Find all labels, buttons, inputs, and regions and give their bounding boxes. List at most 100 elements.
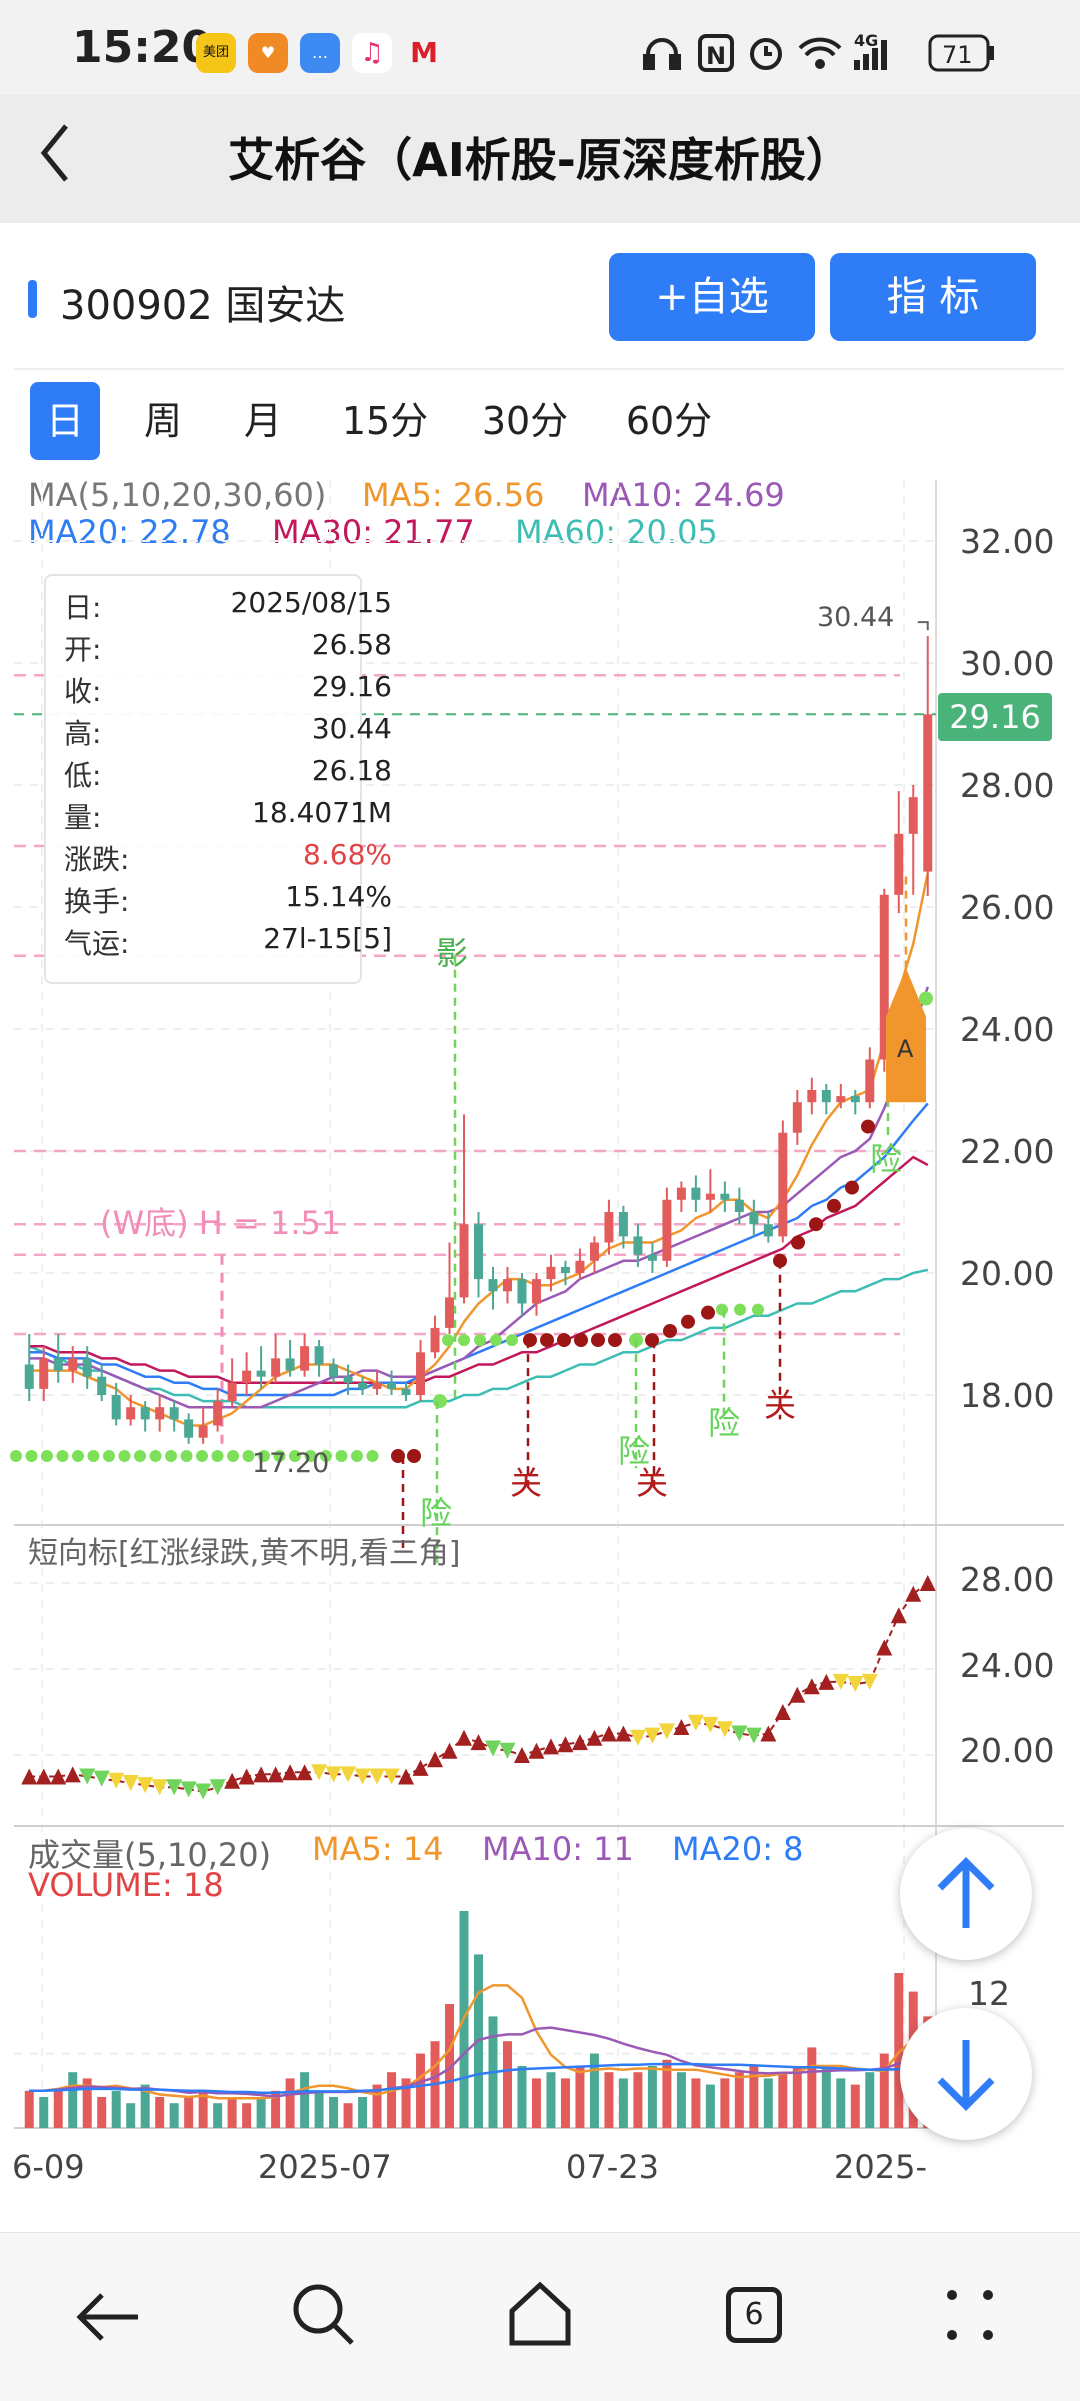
ma10-line (29, 986, 929, 1409)
signal-dot (335, 1450, 348, 1462)
signal-dot (645, 1333, 659, 1348)
volume-bar (894, 1973, 904, 2128)
indicator-triangle (369, 1768, 386, 1785)
signal-dot (72, 1450, 84, 1462)
volume-bar (227, 2097, 237, 2128)
stock-accent-bar (28, 280, 37, 318)
signal-dot (919, 991, 933, 1006)
scroll-down-button[interactable] (900, 2008, 1032, 2140)
candle (502, 1266, 512, 1304)
candle-body (68, 1358, 78, 1371)
indicator-triangle (441, 1742, 458, 1759)
search-icon[interactable] (288, 2279, 360, 2351)
candle-body (430, 1327, 440, 1353)
tab-60min[interactable]: 60分 (625, 399, 713, 443)
candle (662, 1187, 672, 1267)
indicator-triangle (108, 1772, 125, 1789)
chevron-left-icon[interactable] (36, 118, 76, 188)
signal-dot (103, 1450, 115, 1462)
candle-body (546, 1266, 556, 1280)
indicator-triangle (79, 1768, 96, 1785)
volume-bar (314, 2090, 324, 2128)
candle-body (749, 1212, 759, 1225)
indicator-triangle (600, 1725, 617, 1742)
indicator-triangle (644, 1727, 661, 1744)
volume-bar (749, 2066, 759, 2128)
volume-bar (763, 2078, 773, 2128)
tab-15min[interactable]: 15分 (341, 399, 429, 443)
ma60-line (28, 1268, 929, 1409)
indicator-triangle (209, 1779, 226, 1796)
candle (198, 1407, 208, 1444)
kline-tooltip: 日: 2025/08/15 开: 26.58 收: 29.16 高: 30.44… (44, 574, 392, 984)
tooltip-value: 18.4071M (252, 796, 392, 829)
divider (14, 368, 1064, 370)
signal-dot (289, 1450, 301, 1462)
candle (705, 1169, 715, 1212)
volume-bar (416, 2053, 426, 2128)
candle (111, 1382, 121, 1426)
candle (850, 1090, 860, 1115)
indicator-triangle (513, 1747, 530, 1763)
candle-body (879, 894, 889, 1060)
candle (821, 1083, 831, 1115)
tab-day[interactable]: 日 (30, 382, 100, 460)
indicator-triangle (166, 1779, 183, 1796)
signal-dot (861, 1119, 875, 1134)
candle (387, 1370, 397, 1395)
add-watchlist-button[interactable]: +自选 (609, 253, 815, 341)
more-dots-icon[interactable] (940, 2283, 1000, 2347)
tabs-count-button[interactable]: 6 (726, 2287, 782, 2343)
candle-body (865, 1059, 875, 1103)
candle (618, 1205, 628, 1249)
candle (358, 1376, 368, 1395)
indicator-triangle (876, 1639, 893, 1656)
volume-bar (343, 2103, 353, 2128)
signal-dot (591, 1333, 605, 1348)
candle (865, 1047, 875, 1109)
price-axis-label: 30.00 (960, 644, 1055, 683)
tab-month[interactable]: 月 (243, 399, 282, 443)
price-axis-label: 24.00 (960, 1010, 1055, 1049)
signal-dot (118, 1450, 131, 1462)
indicator-triangle (253, 1766, 270, 1783)
indicator-triangle (311, 1764, 328, 1781)
candle-body (589, 1242, 599, 1261)
tab-30min[interactable]: 30分 (481, 399, 569, 443)
scroll-up-button[interactable] (900, 1828, 1032, 1960)
volume-title: 成交量(5,10,20) (28, 1836, 272, 1874)
date-axis-label: 6-09 (12, 2148, 85, 2186)
indicator-triangle (658, 1723, 675, 1740)
home-icon[interactable] (504, 2277, 576, 2349)
tab-week[interactable]: 周 (143, 399, 182, 443)
volume-bar (140, 2084, 150, 2128)
candle-body (792, 1102, 802, 1133)
signal-dot (258, 1450, 270, 1462)
candle-body (111, 1395, 121, 1420)
indicator-triangle (687, 1714, 704, 1731)
ma30-line (29, 1155, 929, 1385)
candle-body (24, 1364, 34, 1389)
volume-bar (169, 2103, 179, 2128)
candle (68, 1346, 78, 1383)
volume-bar (517, 2066, 527, 2128)
signal-dot (752, 1303, 764, 1316)
signal-dot (366, 1450, 379, 1462)
signal-dot (391, 1449, 405, 1463)
candle (53, 1334, 63, 1383)
page-title: 艾析谷（AI析股-原深度析股） (228, 133, 852, 187)
indicator-button[interactable]: 指 标 (830, 253, 1036, 341)
back-arrow-icon[interactable] (72, 2285, 144, 2349)
candle-body (227, 1382, 237, 1402)
alarm-icon (750, 38, 782, 70)
candle-body (662, 1199, 672, 1261)
candle-body (271, 1358, 281, 1377)
indicator-triangle (456, 1729, 473, 1746)
meituan-icon: 美团 (196, 33, 236, 73)
volume-bar (647, 2066, 657, 2128)
indicator-triangle (919, 1575, 936, 1591)
candle-body (140, 1407, 150, 1420)
volume-bar (691, 2078, 701, 2128)
indicator-triangle (50, 1768, 67, 1785)
volume-bar (676, 2072, 686, 2128)
